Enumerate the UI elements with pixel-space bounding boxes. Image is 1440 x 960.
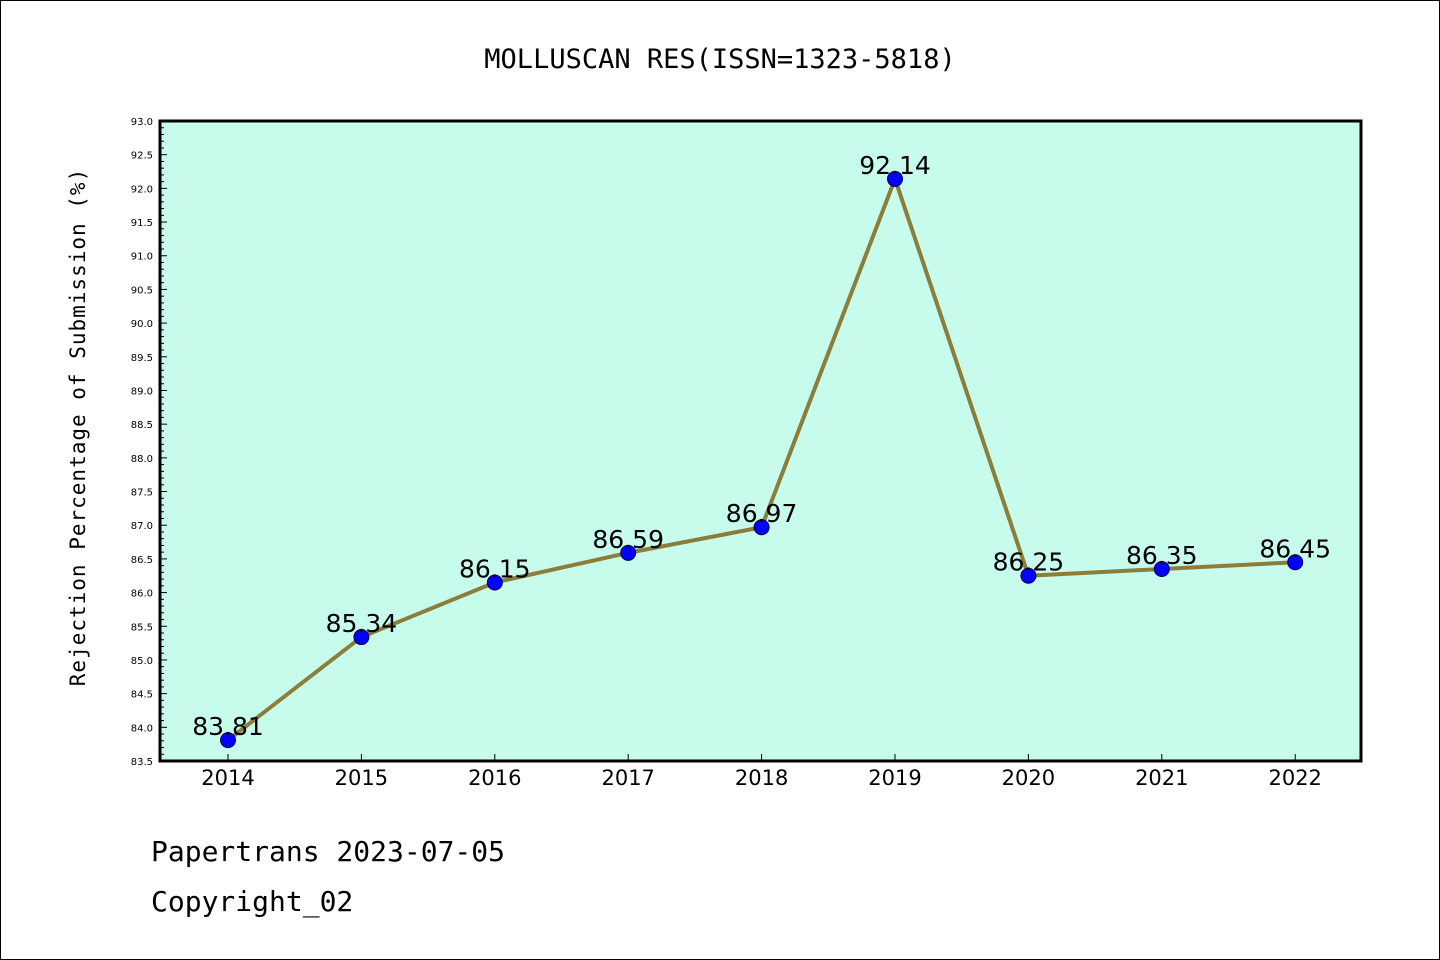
y-tick-label: 84.0 [131,723,153,734]
x-tick-label: 2019 [868,766,921,790]
y-tick-label: 88.5 [131,420,153,431]
data-label: 86.97 [726,499,798,528]
y-tick-label: 89.0 [131,386,153,397]
data-label: 86.35 [1126,541,1198,570]
plot-border [158,119,1363,763]
y-axis-label: Rejection Percentage of Submission (%) [66,168,90,686]
x-tick-label: 2017 [601,766,654,790]
data-markers [220,170,1304,749]
data-point [620,544,637,561]
data-label: 86.59 [592,525,664,554]
y-tick-label: 93.0 [131,117,153,128]
data-label: 86.25 [993,548,1065,577]
y-tick-label: 90.5 [131,285,153,296]
x-tick-label: 2021 [1135,766,1188,790]
data-label: 85.34 [326,609,398,638]
chart-title: MOLLUSCAN RES(ISSN=1323-5818) [484,44,955,75]
plot-area [160,121,1361,761]
data-point [220,732,236,749]
y-tick-label: 91.5 [131,218,153,229]
y-tick-label: 92.5 [131,151,153,162]
y-tick-label: 92.0 [131,184,153,195]
y-tick-label: 83.5 [131,757,153,768]
x-axis: 2014 2015 2016 2017 2018 2019 2020 2021 2022 [201,754,1322,790]
data-label: 83.81 [192,712,264,741]
y-tick-label: 84.5 [131,690,153,701]
data-point [753,519,770,536]
data-point [1287,554,1304,571]
footer-copyright: Copyright_02 [151,885,354,918]
y-tick-label: 88.0 [131,454,153,465]
x-tick-label: 2022 [1268,766,1321,790]
data-labels: 83.81 85.34 86.15 86.59 86.97 92.14 86.25 86.35… [192,151,1331,741]
x-tick-label: 2020 [1002,766,1055,790]
data-point [353,629,370,646]
y-tick-label: 86.5 [131,555,153,566]
x-tick-label: 2015 [335,766,388,790]
data-point [486,574,503,591]
data-point [1020,567,1037,584]
data-label: 92.14 [859,151,931,180]
data-label: 86.45 [1259,534,1331,563]
data-label: 86.15 [459,554,531,583]
x-tick-label: 2014 [201,766,254,790]
x-tick-label: 2018 [735,766,788,790]
y-tick-label: 89.5 [131,353,153,364]
y-tick-label: 90.0 [131,319,153,330]
y-tick-label: 86.0 [131,589,153,600]
data-point [1153,561,1170,577]
y-tick-label: 85.5 [131,622,153,633]
y-tick-label: 91.0 [131,252,153,263]
y-tick-label: 85.0 [131,656,153,667]
x-tick-label: 2016 [468,766,521,790]
data-point [887,170,903,187]
y-tick-label: 87.0 [131,521,153,532]
footer-date: Papertrans 2023-07-05 [151,835,506,868]
y-tick-label: 87.5 [131,488,153,499]
